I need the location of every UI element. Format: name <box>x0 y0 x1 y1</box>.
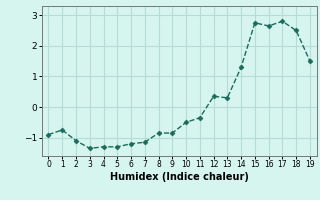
X-axis label: Humidex (Indice chaleur): Humidex (Indice chaleur) <box>110 172 249 182</box>
